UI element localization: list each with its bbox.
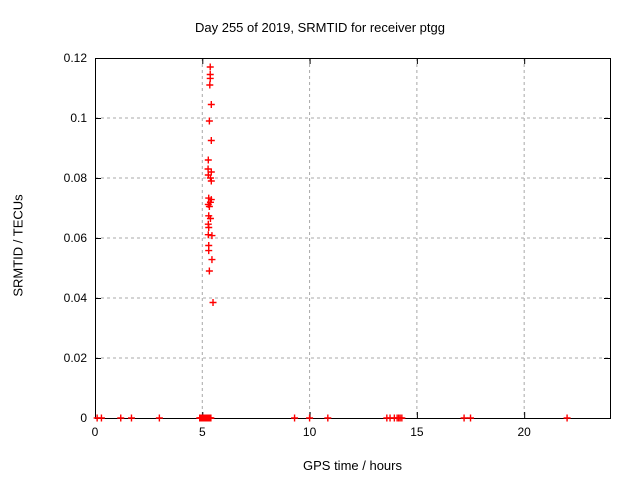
- x-tick-label: 20: [517, 425, 531, 439]
- data-point-plus: [207, 177, 215, 185]
- data-point-plus: [208, 232, 216, 240]
- data-point-plus: [206, 81, 214, 89]
- y-tick-label: 0.02: [63, 351, 87, 365]
- data-point-plus: [324, 414, 332, 422]
- data-point-plus: [306, 414, 314, 422]
- x-tick-label: 0: [91, 425, 99, 439]
- data-point-plus: [207, 137, 215, 144]
- data-point-plus: [205, 267, 213, 275]
- data-point-plus: [205, 117, 213, 125]
- data-point-plus: [208, 256, 216, 264]
- chart-title: Day 255 of 2019, SRMTID for receiver ptg…: [194, 20, 445, 35]
- data-point-plus: [206, 74, 214, 82]
- x-tick-label: 15: [410, 425, 424, 439]
- y-tick-label: 0.08: [63, 171, 87, 185]
- data-point-plus: [205, 203, 213, 210]
- y-tick-label: 0.06: [63, 231, 87, 245]
- data-point-plus: [204, 231, 212, 239]
- data-point-plus: [155, 414, 163, 422]
- y-tick-label: 0: [80, 411, 87, 425]
- data-point-plus: [117, 414, 125, 422]
- y-tick-label: 0.04: [63, 291, 87, 305]
- data-point-plus: [207, 101, 215, 108]
- data-point-plus: [205, 224, 213, 231]
- x-tick-label: 5: [198, 425, 206, 439]
- data-point-plus: [204, 156, 212, 164]
- data-point-plus: [291, 414, 299, 422]
- data-point-plus: [206, 63, 214, 71]
- x-axis-label: GPS time / hours: [303, 458, 402, 473]
- data-point-plus: [207, 414, 215, 422]
- data-point-plus: [563, 414, 571, 422]
- data-point-plus: [209, 299, 217, 306]
- data-point-plus: [460, 414, 468, 422]
- data-point-plus: [398, 414, 406, 422]
- x-tick-label: 10: [302, 425, 317, 439]
- y-tick-label: 0.1: [70, 111, 87, 125]
- data-point-plus: [467, 414, 475, 422]
- data-point-plus: [127, 414, 135, 422]
- data-point-plus: [206, 215, 214, 222]
- data-point-plus: [97, 414, 105, 422]
- y-tick-label: 0.12: [63, 51, 87, 65]
- data-point-plus: [205, 247, 213, 255]
